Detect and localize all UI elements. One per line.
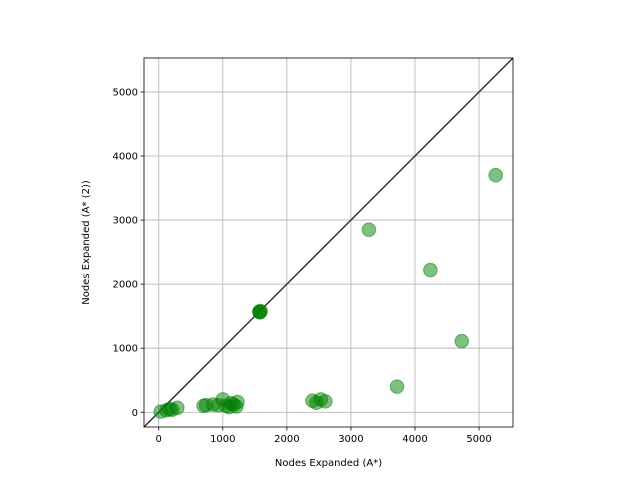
data-point [252, 304, 267, 320]
y-tick-label: 4000 [113, 152, 138, 163]
plot-frame [143, 57, 514, 428]
y-tick-label: 2000 [113, 280, 138, 291]
x-tick-label: 4000 [402, 434, 427, 445]
x-tick-label: 5000 [466, 434, 491, 445]
y-axis-label: Nodes Expanded (A* (2)) [81, 180, 92, 305]
data-point [230, 394, 245, 410]
y-tick-label: 1000 [113, 344, 138, 355]
x-axis-label: Nodes Expanded (A*) [275, 458, 382, 469]
axis-ticks: 0 1000 2000 3000 4000 5000 0 1000 2000 3000 4000 50… [113, 87, 492, 445]
x-tick-label: 1000 [210, 434, 235, 445]
data-point [389, 379, 405, 394]
data-point [317, 394, 333, 409]
diagonal-reference [143, 57, 514, 428]
data-point [361, 222, 377, 237]
x-tick-label: 2000 [274, 434, 299, 445]
diagonal-line [143, 57, 514, 428]
data-points [153, 167, 504, 419]
x-tick-label: 0 [156, 434, 162, 445]
grid-lines [144, 58, 513, 427]
data-point [423, 262, 438, 278]
y-tick-label: 5000 [113, 87, 138, 98]
y-tick-label: 0 [132, 408, 138, 419]
data-point [170, 400, 185, 416]
x-tick-label: 3000 [338, 434, 363, 445]
y-tick-label: 3000 [113, 216, 138, 227]
data-point [488, 167, 504, 183]
data-point [454, 333, 470, 349]
